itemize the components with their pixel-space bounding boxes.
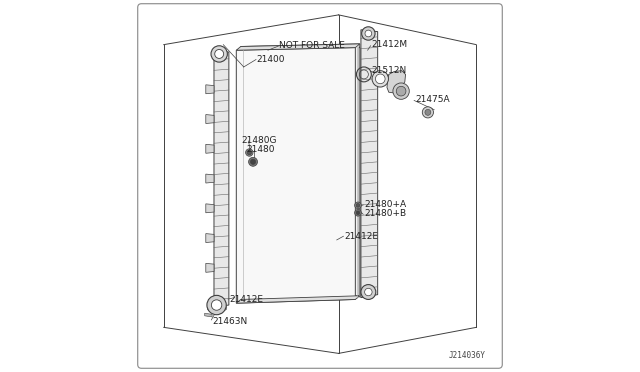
Circle shape bbox=[247, 150, 252, 155]
Circle shape bbox=[246, 149, 253, 156]
Polygon shape bbox=[206, 263, 214, 272]
Circle shape bbox=[422, 107, 433, 118]
Circle shape bbox=[207, 295, 227, 315]
Text: 21512N: 21512N bbox=[371, 66, 406, 75]
Polygon shape bbox=[241, 44, 360, 299]
Text: 21480+B: 21480+B bbox=[364, 209, 406, 218]
Text: 21400: 21400 bbox=[257, 55, 285, 64]
Circle shape bbox=[372, 71, 388, 87]
Circle shape bbox=[362, 27, 375, 40]
Circle shape bbox=[365, 288, 372, 296]
Circle shape bbox=[355, 209, 362, 216]
Circle shape bbox=[211, 46, 227, 62]
FancyBboxPatch shape bbox=[138, 4, 502, 368]
Polygon shape bbox=[206, 115, 214, 124]
Polygon shape bbox=[205, 313, 212, 317]
Polygon shape bbox=[361, 30, 378, 298]
Polygon shape bbox=[207, 304, 227, 312]
Text: 21480G: 21480G bbox=[241, 136, 276, 145]
Text: 21480: 21480 bbox=[246, 145, 275, 154]
Text: NOT FOR SALE: NOT FOR SALE bbox=[279, 41, 345, 50]
Polygon shape bbox=[206, 85, 214, 94]
Circle shape bbox=[355, 202, 362, 209]
Polygon shape bbox=[206, 144, 214, 153]
Polygon shape bbox=[206, 234, 214, 243]
Circle shape bbox=[356, 203, 360, 207]
Circle shape bbox=[393, 83, 409, 99]
Circle shape bbox=[365, 30, 372, 37]
Text: 21475A: 21475A bbox=[415, 95, 449, 104]
Polygon shape bbox=[359, 46, 360, 298]
Text: 21412M: 21412M bbox=[371, 40, 408, 49]
Circle shape bbox=[211, 300, 222, 310]
Text: 21463N: 21463N bbox=[212, 317, 248, 326]
Polygon shape bbox=[236, 44, 360, 50]
Circle shape bbox=[215, 49, 223, 58]
Circle shape bbox=[376, 74, 385, 84]
Circle shape bbox=[356, 211, 360, 215]
Circle shape bbox=[361, 285, 376, 299]
Circle shape bbox=[425, 109, 431, 115]
Polygon shape bbox=[214, 50, 229, 307]
Circle shape bbox=[250, 159, 255, 164]
Circle shape bbox=[396, 86, 406, 96]
Polygon shape bbox=[387, 71, 406, 93]
Text: J214036Y: J214036Y bbox=[449, 351, 486, 360]
Text: 21412E: 21412E bbox=[344, 232, 378, 241]
Circle shape bbox=[248, 157, 257, 166]
Polygon shape bbox=[236, 48, 355, 303]
Polygon shape bbox=[206, 174, 214, 183]
Text: 21412E: 21412E bbox=[229, 295, 263, 304]
Text: 21480+A: 21480+A bbox=[364, 200, 406, 209]
Polygon shape bbox=[236, 296, 360, 303]
Polygon shape bbox=[206, 204, 214, 213]
